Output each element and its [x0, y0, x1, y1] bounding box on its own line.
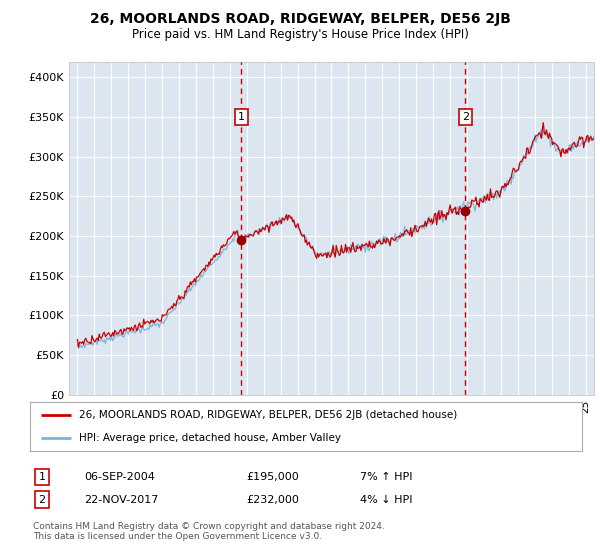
Text: Contains HM Land Registry data © Crown copyright and database right 2024.
This d: Contains HM Land Registry data © Crown c… [33, 522, 385, 542]
Text: 4% ↓ HPI: 4% ↓ HPI [360, 494, 413, 505]
Text: HPI: Average price, detached house, Amber Valley: HPI: Average price, detached house, Ambe… [79, 433, 341, 444]
Text: 26, MOORLANDS ROAD, RIDGEWAY, BELPER, DE56 2JB: 26, MOORLANDS ROAD, RIDGEWAY, BELPER, DE… [89, 12, 511, 26]
Text: 22-NOV-2017: 22-NOV-2017 [84, 494, 158, 505]
Text: 1: 1 [238, 112, 245, 122]
Text: 26, MOORLANDS ROAD, RIDGEWAY, BELPER, DE56 2JB (detached house): 26, MOORLANDS ROAD, RIDGEWAY, BELPER, DE… [79, 410, 457, 421]
Text: 2: 2 [38, 494, 46, 505]
Text: 2: 2 [462, 112, 469, 122]
Text: 1: 1 [38, 472, 46, 482]
Text: £195,000: £195,000 [246, 472, 299, 482]
Text: £232,000: £232,000 [246, 494, 299, 505]
Text: 7% ↑ HPI: 7% ↑ HPI [360, 472, 413, 482]
Text: 06-SEP-2004: 06-SEP-2004 [84, 472, 155, 482]
Text: Price paid vs. HM Land Registry's House Price Index (HPI): Price paid vs. HM Land Registry's House … [131, 28, 469, 41]
